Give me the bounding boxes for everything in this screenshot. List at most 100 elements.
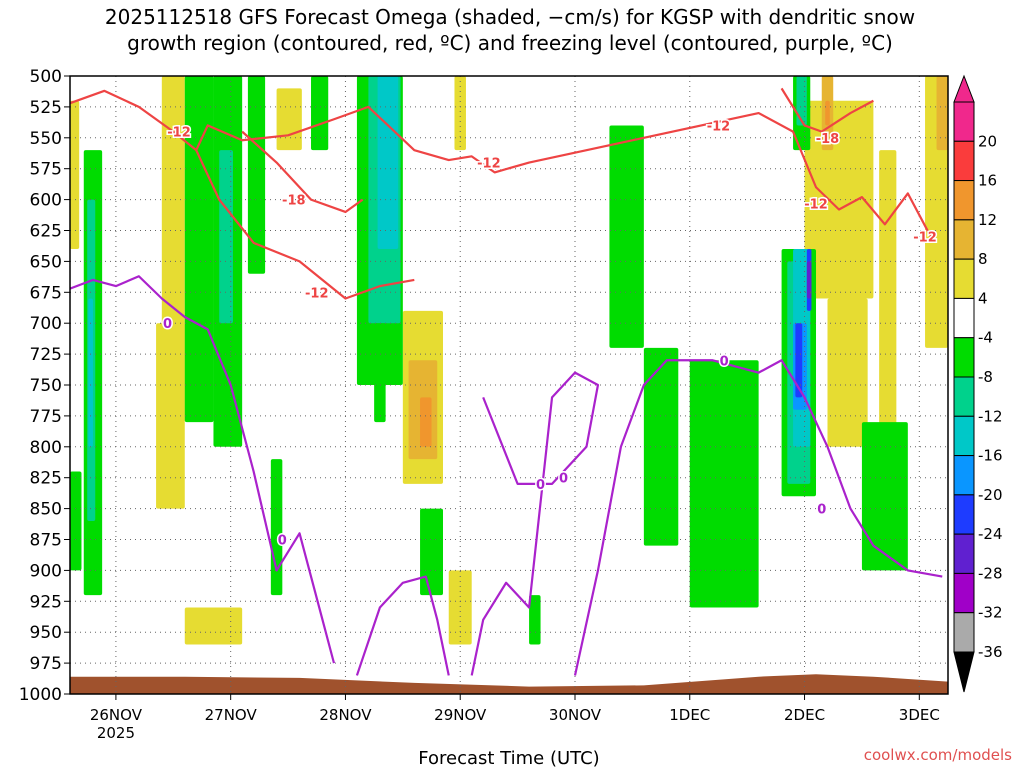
omega-shaded-region (70, 100, 80, 250)
colorbar-swatch (953, 376, 975, 417)
snow-growth-contour (241, 130, 364, 214)
contour-label: -12 (167, 126, 191, 141)
contour-label: 0 (163, 317, 172, 332)
x-year-label: 2025 (97, 724, 135, 742)
y-tick-label: 775 (30, 407, 62, 427)
y-tick-label: 575 (30, 160, 62, 180)
omega-shaded-region (219, 150, 233, 324)
contour-label: -12 (913, 231, 937, 246)
y-tick-label: 700 (30, 314, 62, 334)
x-tick-label: 28NOV (319, 706, 372, 724)
contour-label: -18 (816, 132, 840, 147)
y-tick-label: 1000 (19, 685, 62, 705)
omega-shaded-region (529, 595, 541, 645)
colorbar-level-label: -20 (978, 486, 1003, 504)
colorbar-level-label: 4 (978, 289, 988, 307)
contour-layer (69, 87, 943, 676)
colorbar-swatch (953, 337, 975, 378)
colorbar-swatch (953, 415, 975, 457)
chart-title-line-2: growth region (contoured, red, ºC) and f… (127, 31, 893, 55)
omega-shaded-region (420, 397, 432, 447)
contour-label: 0 (720, 354, 729, 369)
y-tick-label: 900 (30, 561, 62, 581)
y-tick-label: 850 (30, 500, 62, 520)
y-tick-label: 600 (30, 191, 62, 211)
colorbar-swatch (953, 180, 975, 221)
contour-label: -18 (282, 194, 306, 209)
contour-label: 0 (817, 503, 826, 518)
omega-shaded-region (795, 323, 803, 398)
omega-shaded-region (70, 471, 82, 571)
omega-shaded-region (643, 347, 679, 546)
terrain-layer (70, 674, 948, 694)
colorbar-swatch (953, 258, 975, 299)
colorbar-swatch (953, 219, 975, 260)
colorbar-level-label: -28 (978, 564, 1003, 582)
x-tick-label: 30NOV (549, 706, 602, 724)
colorbar-swatch (953, 533, 975, 574)
colorbar-swatch (953, 140, 975, 182)
contour-label: -12 (305, 286, 329, 301)
omega-shaded-region (825, 100, 830, 126)
omega-shaded-region (879, 150, 897, 472)
credit-text: coolwx.com/models (864, 746, 1012, 764)
omega-shaded-region (420, 508, 444, 596)
contour-label: -12 (477, 157, 501, 172)
x-tick-label: 2DEC (784, 706, 825, 724)
contour-label: -12 (804, 197, 828, 212)
omega-shaded-region (804, 100, 874, 299)
contour-label: 0 (278, 534, 287, 549)
omega-shaded-region (270, 459, 283, 596)
y-tick-label: 725 (30, 345, 62, 365)
y-tick-label: 550 (30, 129, 62, 149)
omega-shaded-region (377, 76, 399, 250)
colorbar: -36 -32 -28 -24 -20 -16 -12 -8 -4 4 8 12 16 20 (953, 74, 1003, 693)
omega-shaded-region (806, 261, 812, 299)
colorbar-over-triangle (953, 74, 975, 103)
omega-shaded-region (454, 76, 466, 151)
freezing-level-contour (69, 275, 336, 664)
colorbar-swatch (953, 297, 975, 339)
y-tick-label: 525 (30, 98, 62, 118)
freezing-level-contour (573, 359, 943, 676)
y-tick-label: 825 (30, 469, 62, 489)
contour-label: 0 (559, 472, 568, 487)
y-tick-label: 500 (30, 67, 62, 87)
omega-shaded-region (827, 298, 868, 447)
x-axis-label: Forecast Time (UTC) (418, 748, 599, 768)
colorbar-level-label: 20 (978, 132, 997, 150)
snow-growth-contour (780, 87, 874, 133)
x-tick-label: 27NOV (205, 706, 258, 724)
freezing-level-contour (470, 371, 600, 676)
snow-growth-contour (69, 89, 932, 238)
colorbar-level-label: -12 (978, 407, 1003, 425)
x-tick-label: 29NOV (434, 706, 487, 724)
y-tick-label: 925 (30, 592, 62, 612)
colorbar-under-triangle (953, 651, 975, 693)
omega-shaded-region (88, 298, 93, 447)
snow-growth-contour (195, 149, 415, 300)
terrain-surface (70, 674, 948, 694)
y-tick-label: 625 (30, 222, 62, 242)
colorbar-swatch (953, 101, 975, 142)
y-tick-label: 675 (30, 283, 62, 303)
omega-shaded-region (861, 422, 908, 571)
omega-shaded-region (311, 76, 329, 151)
contour-label: -12 (707, 119, 731, 134)
y-tick-label: 975 (30, 654, 62, 674)
freezing-level-contour (355, 575, 450, 676)
chart-title-line-1: 2025112518 GFS Forecast Omega (shaded, −… (105, 5, 915, 29)
contour-label: 0 (536, 478, 545, 493)
colorbar-level-label: -16 (978, 447, 1003, 465)
y-tick-label: 650 (30, 252, 62, 272)
omega-shaded-region (609, 125, 644, 348)
x-axis: 26NOV 27NOV 28NOV 29NOV 30NOV 1DEC 2DEC 3DEC (90, 694, 940, 724)
colorbar-swatch (953, 455, 975, 496)
colorbar-level-label: 8 (978, 250, 988, 268)
colorbar-level-label: -36 (978, 643, 1003, 661)
x-tick-label: 26NOV (90, 706, 143, 724)
colorbar-swatch (953, 494, 975, 535)
x-tick-label: 3DEC (899, 706, 940, 724)
